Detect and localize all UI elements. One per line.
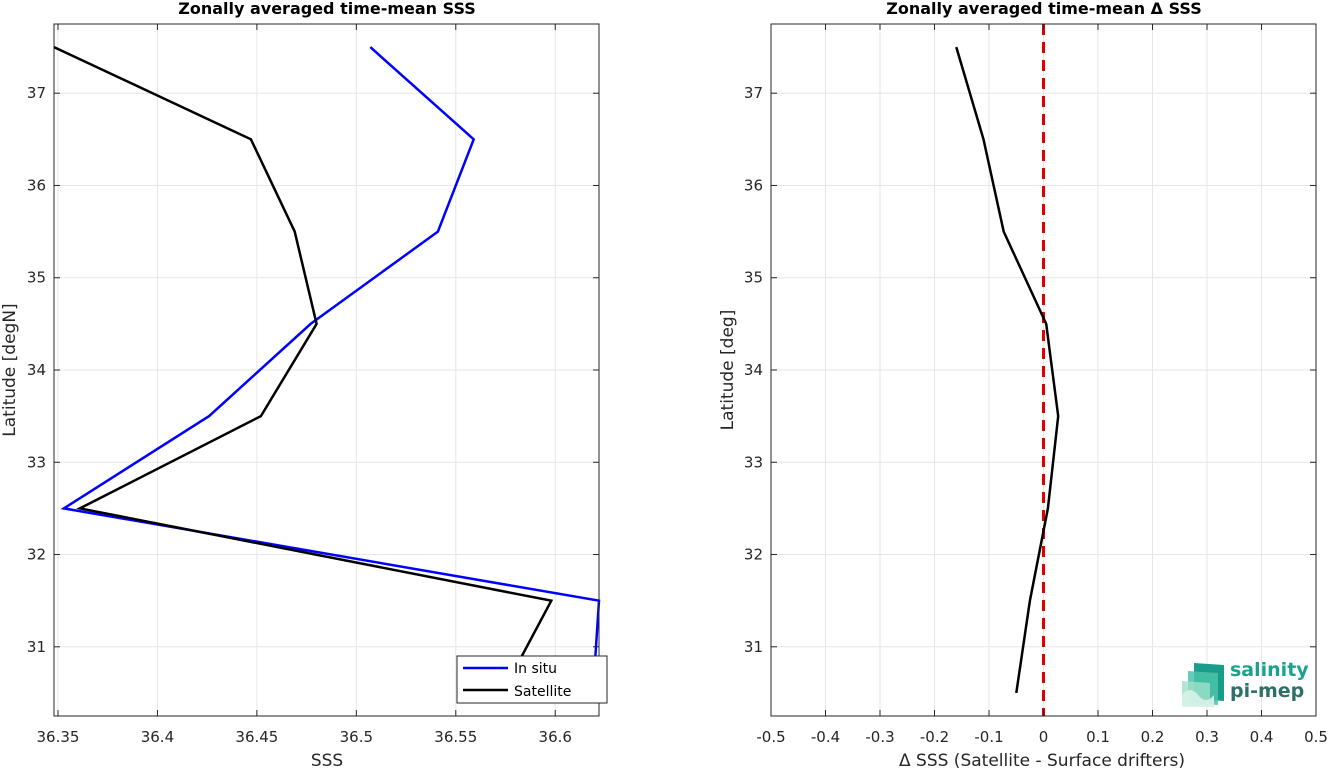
x-tick-label: 36.5	[340, 728, 373, 746]
x-tick-label: 36.6	[539, 728, 572, 746]
y-tick-label: 37	[744, 84, 763, 102]
plot-area: -0.5 -0.4 -0.3 -0.2 -0.1 0 0.1 0.2 0.3 0.4 0.5 31 32…	[744, 23, 1328, 746]
x-tick-label: 36.55	[434, 728, 477, 746]
x-tick-label: -0.5	[756, 728, 785, 746]
legend-label-satellite: Satellite	[514, 684, 571, 700]
logo-text-salinity: salinity	[1230, 659, 1309, 681]
y-tick-label: 33	[27, 453, 46, 471]
logo-text-pi-mep: pi-mep	[1230, 680, 1305, 702]
x-tick-label: 0.2	[1141, 728, 1165, 746]
x-tick-label: -0.1	[974, 728, 1003, 746]
x-tick-label: 0.5	[1304, 728, 1328, 746]
legend-label-in-situ: In situ	[514, 661, 557, 677]
y-tick-label: 32	[744, 546, 763, 564]
legend-box	[456, 655, 608, 704]
delta-sss-panel: -0.5 -0.4 -0.3 -0.2 -0.1 0 0.1 0.2 0.3 0.4 0.5 31 32…	[718, 0, 1328, 769]
y-tick-label: 37	[27, 84, 46, 102]
y-tick-label: 31	[744, 638, 763, 656]
chart-title: Zonally averaged time-mean Δ SSS	[886, 0, 1202, 18]
y-tick-label: 32	[27, 546, 46, 564]
series-line-delta-sss	[955, 46, 1060, 694]
x-tick-label: -0.4	[811, 728, 840, 746]
x-tick-label: 0	[1039, 728, 1049, 746]
x-tick-label: 0.3	[1195, 728, 1219, 746]
x-tick-label: 36.35	[37, 728, 80, 746]
legend: In situ Satellite	[456, 655, 608, 704]
x-tick-label: 0.1	[1086, 728, 1110, 746]
x-axis-label: Δ SSS (Satellite - Surface drifters)	[899, 751, 1185, 769]
x-tick-label: 36.45	[235, 728, 278, 746]
y-tick-label: 34	[744, 361, 763, 379]
x-tick-label: -0.2	[920, 728, 949, 746]
sss-panel: 36.35 36.4 36.45 36.5 36.55 36.6 31 32 33 34 35 36 3…	[0, 0, 601, 769]
y-tick-label: 36	[27, 176, 46, 194]
series-line-satellite	[53, 45, 554, 662]
x-tick-label: -0.3	[865, 728, 894, 746]
y-tick-label: 33	[744, 453, 763, 471]
y-axis-label: Latitude [degN]	[0, 303, 20, 436]
x-tick-label: 36.4	[141, 728, 174, 746]
y-tick-label: 34	[27, 361, 46, 379]
y-axis-label: Latitude [deg]	[718, 310, 738, 431]
y-tick-label: 35	[744, 269, 763, 287]
series-line-in-situ	[60, 46, 601, 693]
y-tick-label: 35	[27, 269, 46, 287]
chart-title: Zonally averaged time-mean SSS	[178, 0, 476, 18]
y-tick-label: 36	[744, 176, 763, 194]
x-tick-label: 0.4	[1250, 728, 1274, 746]
y-tick-label: 31	[27, 638, 46, 656]
salinity-pi-mep-logo	[1180, 655, 1310, 710]
plot-area: 36.35 36.4 36.45 36.5 36.55 36.6 31 32 33 34 35 36 3…	[27, 23, 601, 746]
x-axis-label: SSS	[311, 751, 343, 769]
